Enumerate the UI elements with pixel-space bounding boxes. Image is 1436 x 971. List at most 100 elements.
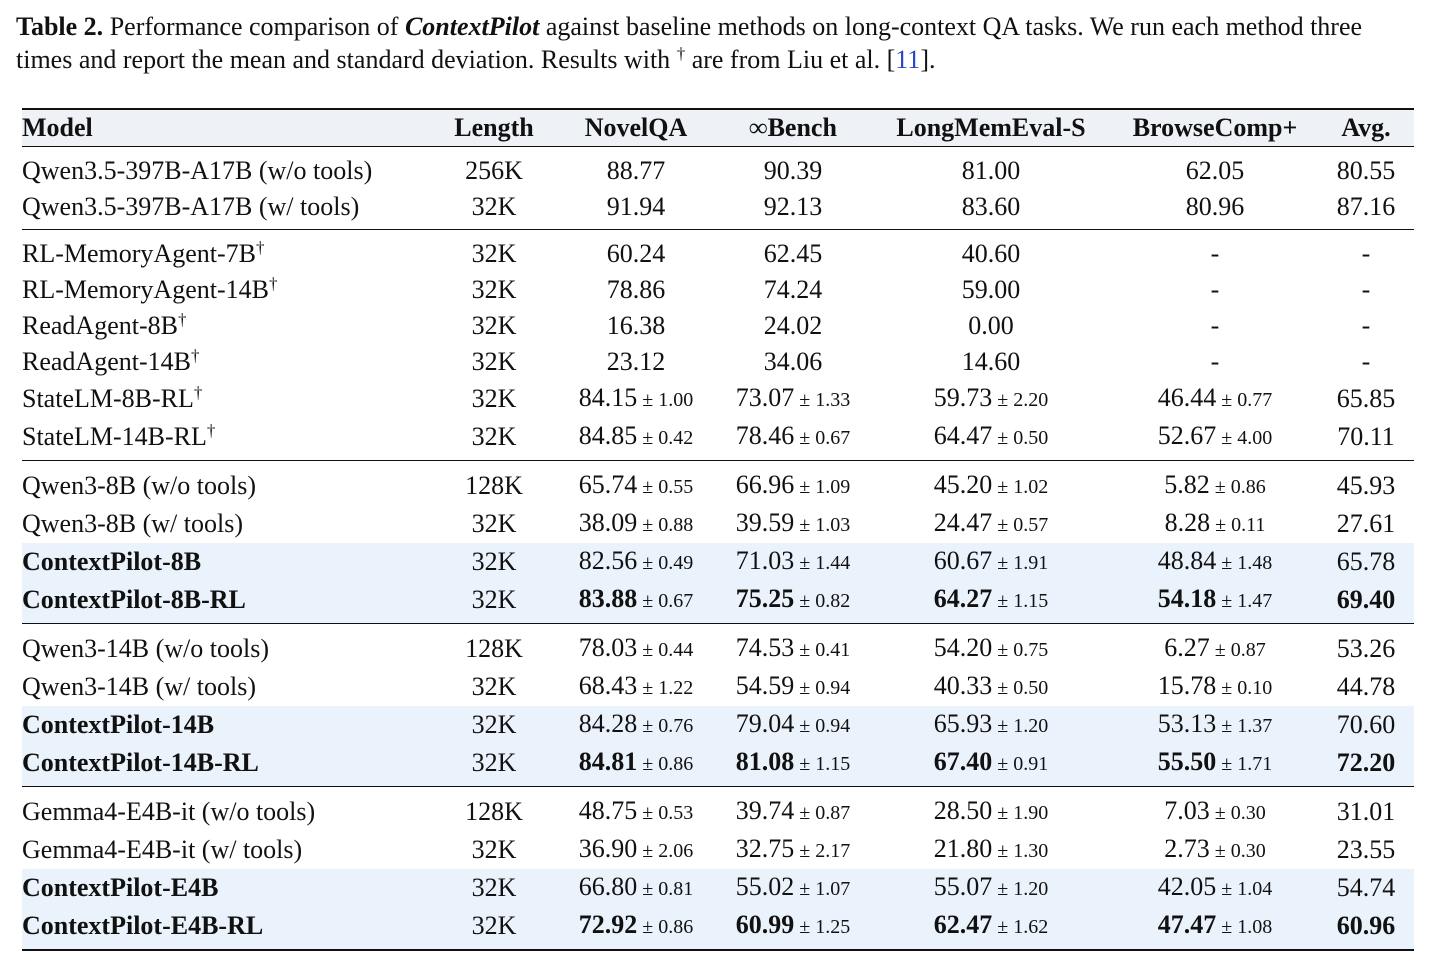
score-cell: 62.05 xyxy=(1112,147,1318,190)
model-name-cell: Qwen3-14B (w/ tools) xyxy=(22,668,432,706)
std-value: 1.07 xyxy=(815,878,851,900)
score-std: ± 1.33 xyxy=(794,389,850,411)
score-std: ± 0.50 xyxy=(992,427,1048,449)
score-cell: 55.07 ± 1.20 xyxy=(870,869,1112,907)
model-name: ContextPilot-14B-RL xyxy=(22,748,259,777)
score-mean: 14.60 xyxy=(961,347,1021,376)
avg-cell: 53.26 xyxy=(1318,623,1414,668)
plus-minus-sign: ± xyxy=(1214,639,1226,661)
score-cell: 45.20 ± 1.02 xyxy=(870,460,1112,505)
avg-cell: 54.74 xyxy=(1336,873,1396,902)
score-cell: 78.03 ± 0.44 xyxy=(556,623,716,668)
score-mean: 62.47 xyxy=(933,910,993,939)
length-cell: 32K xyxy=(471,509,517,538)
avg-cell: 65.78 xyxy=(1336,547,1396,576)
plus-minus-sign: ± xyxy=(1214,476,1226,498)
score-cell: 92.13 xyxy=(716,189,870,230)
score-std: ± 1.22 xyxy=(637,677,693,699)
std-value: 0.57 xyxy=(1013,514,1049,536)
length-cell: 32K xyxy=(471,585,517,614)
score-mean: 32.75 xyxy=(735,834,795,863)
score-mean: 40.33 xyxy=(933,671,993,700)
score-cell: 84.28 ± 0.76 xyxy=(556,706,716,744)
score-std: ± 1.25 xyxy=(794,916,850,938)
score-mean: 84.85 xyxy=(578,421,638,450)
score-std: ± 2.17 xyxy=(794,840,850,862)
score-cell: 60.99 ± 1.25 xyxy=(716,907,870,951)
score-cell: 53.13 ± 1.37 xyxy=(1112,706,1318,744)
table-body: Qwen3.5-397B-A17B (w/o tools) 256K 88.77 90… xyxy=(22,147,1414,951)
model-name: ReadAgent-8B xyxy=(22,311,178,340)
model-name-cell: ContextPilot-E4B-RL xyxy=(22,907,432,951)
std-value: 1.33 xyxy=(815,389,851,411)
score-mean: 21.80 xyxy=(933,834,993,863)
std-value: 2.06 xyxy=(658,840,694,862)
score-mean: 53.13 xyxy=(1157,709,1217,738)
score-cell: 84.85 ± 0.42 xyxy=(556,418,716,461)
score-std: ± 0.30 xyxy=(1210,840,1266,862)
score-std: ± 0.81 xyxy=(637,878,693,900)
std-value: 0.86 xyxy=(658,753,694,775)
length-cell: 32K xyxy=(471,422,517,451)
plus-minus-sign: ± xyxy=(1221,753,1233,775)
score-std: ± 1.20 xyxy=(992,715,1048,737)
std-value: 1.30 xyxy=(1013,840,1049,862)
std-value: 0.86 xyxy=(658,916,694,938)
score-std: ± 2.06 xyxy=(637,840,693,862)
score-cell: 34.06 xyxy=(716,344,870,380)
score-cell: 21.80 ± 1.30 xyxy=(870,831,1112,869)
table-row: Qwen3-8B (w/ tools) 32K 38.09 ± 0.88 39.59 … xyxy=(22,505,1414,543)
model-name: StateLM-8B-RL xyxy=(22,384,194,413)
score-mean: 71.03 xyxy=(735,546,795,575)
citation-link[interactable]: 11 xyxy=(895,45,921,74)
score-cell: 36.90 ± 2.06 xyxy=(556,831,716,869)
model-name: Qwen3-14B (w/ tools) xyxy=(22,672,256,701)
score-cell: 80.96 xyxy=(1112,189,1318,230)
score-std: ± 0.11 xyxy=(1210,514,1265,536)
score-mean: 15.78 xyxy=(1157,671,1217,700)
score-mean: 55.50 xyxy=(1157,747,1217,776)
plus-minus-sign: ± xyxy=(799,753,811,775)
score-mean: 23.12 xyxy=(606,347,666,376)
score-mean: 82.56 xyxy=(578,546,638,575)
length-cell: 256K xyxy=(465,156,523,185)
score-std: ± 0.50 xyxy=(992,677,1048,699)
score-cell: 73.07 ± 1.33 xyxy=(716,380,870,418)
score-cell: - xyxy=(1112,344,1318,380)
length-cell: 32K xyxy=(471,384,517,413)
model-name-cell: Qwen3.5-397B-A17B (w/ tools) xyxy=(22,189,432,230)
score-std: ± 0.87 xyxy=(1210,639,1266,661)
score-mean: 5.82 xyxy=(1164,470,1210,499)
score-cell: 91.94 xyxy=(556,189,716,230)
score-cell: 54.18 ± 1.47 xyxy=(1112,581,1318,624)
score-mean: 24.02 xyxy=(763,311,823,340)
score-std: ± 0.67 xyxy=(794,427,850,449)
plus-minus-sign: ± xyxy=(997,389,1009,411)
score-cell: 39.59 ± 1.03 xyxy=(716,505,870,543)
score-mean: 64.27 xyxy=(933,584,993,613)
std-value: 0.30 xyxy=(1230,802,1266,824)
model-name: ContextPilot-14B xyxy=(22,710,215,739)
score-std: ± 1.15 xyxy=(794,753,850,775)
score-std: ± 0.77 xyxy=(1216,389,1272,411)
std-value: 1.90 xyxy=(1013,802,1049,824)
length-cell: 32K xyxy=(471,275,517,304)
score-std: ± 0.55 xyxy=(637,476,693,498)
std-value: 0.42 xyxy=(658,427,694,449)
length-cell: 32K xyxy=(471,547,517,576)
score-cell: 55.02 ± 1.07 xyxy=(716,869,870,907)
plus-minus-sign: ± xyxy=(997,840,1009,862)
score-mean: 60.24 xyxy=(606,239,666,268)
model-name-cell: Qwen3-8B (w/ tools) xyxy=(22,505,432,543)
plus-minus-sign: ± xyxy=(799,514,811,536)
std-value: 0.53 xyxy=(658,802,694,824)
dagger-mark: † xyxy=(190,346,200,365)
table-row: ReadAgent-8B† 32K 16.38 24.02 0.00 - - xyxy=(22,308,1414,344)
score-mean: 68.43 xyxy=(578,671,638,700)
plus-minus-sign: ± xyxy=(1221,677,1233,699)
score-cell: 68.43 ± 1.22 xyxy=(556,668,716,706)
plus-minus-sign: ± xyxy=(642,590,654,612)
plus-minus-sign: ± xyxy=(997,753,1009,775)
plus-minus-sign: ± xyxy=(1221,878,1233,900)
std-value: 1.47 xyxy=(1237,590,1273,612)
